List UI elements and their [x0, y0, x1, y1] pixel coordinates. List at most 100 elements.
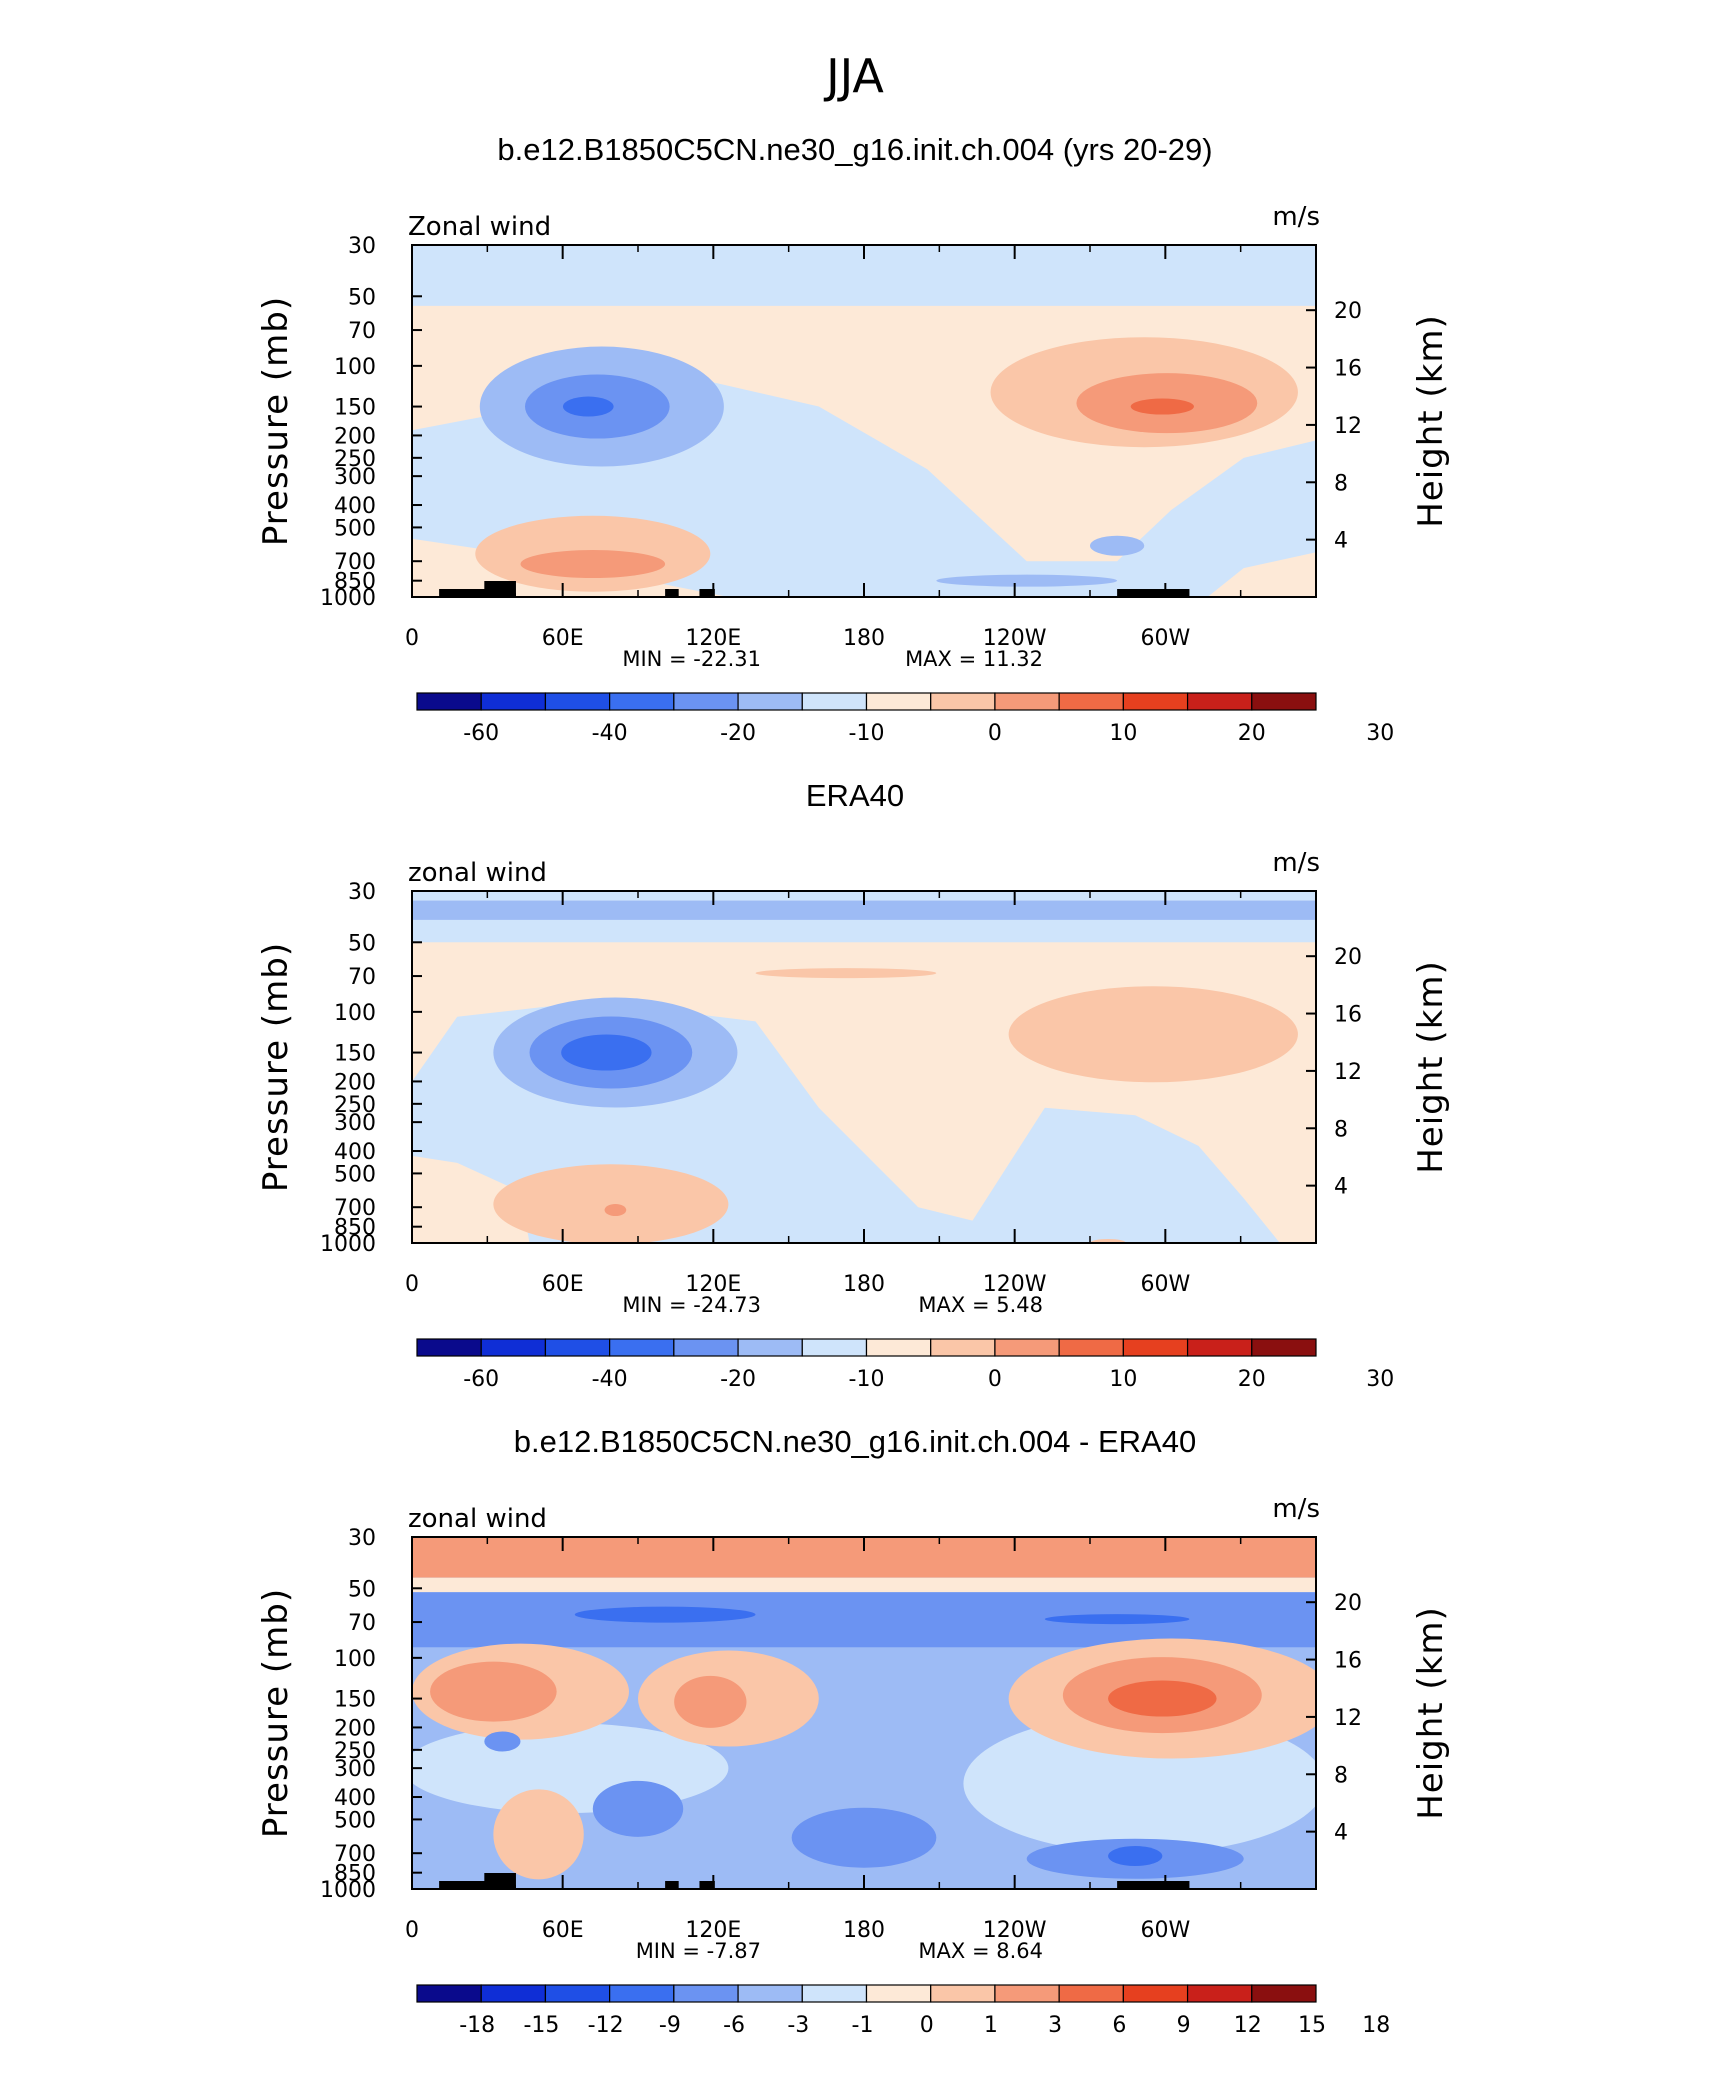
y-tick-label: 250 [334, 1093, 376, 1118]
colorbar-label: -1 [852, 2013, 874, 2038]
y2-tick-label: 16 [1334, 1003, 1362, 1028]
y2-tick-label: 20 [1334, 1591, 1362, 1616]
contour-fill [1108, 1680, 1217, 1717]
y-tick-label: 300 [334, 1111, 376, 1136]
x-tick-label: 180 [843, 1272, 885, 1297]
units-label: m/s [1272, 848, 1320, 878]
colorbar-bin [994, 1984, 1060, 2003]
colorbar-bin [865, 1984, 932, 2003]
y-tick-label: 250 [334, 447, 376, 472]
colorbar-label: -60 [463, 1367, 499, 1392]
x-tick-label: 120E [685, 626, 741, 651]
y2-tick-label: 12 [1334, 1706, 1362, 1731]
y-tick-label: 1000 [320, 1232, 376, 1257]
y2-tick-label: 8 [1334, 1117, 1348, 1142]
y-tick-label: 50 [348, 1577, 376, 1602]
y-axis-title: Pressure (mb) [256, 296, 296, 546]
figure-title: JJA [823, 49, 884, 103]
x-tick-label: 120E [685, 1272, 741, 1297]
contour-fill [755, 968, 937, 979]
colorbar-bin [801, 692, 868, 711]
contour-fill [520, 550, 666, 579]
contour-fill [604, 1204, 627, 1217]
colorbar-bin [801, 1984, 868, 2003]
colorbar-bin [1122, 1338, 1189, 1357]
colorbar-label: 1 [984, 2013, 998, 2038]
min-label: MIN = -22.31 [622, 647, 761, 671]
colorbar-bin [1122, 1984, 1189, 2003]
colorbar-label: 3 [1048, 2013, 1062, 2038]
colorbar-label: -9 [659, 2013, 681, 2038]
max-label: MAX = 8.64 [918, 1939, 1043, 1963]
contour-fill [674, 1675, 747, 1728]
topography-mask [506, 1885, 516, 1889]
contour-fill [561, 1034, 652, 1071]
topography-mask [1117, 1881, 1190, 1889]
contour-fill [562, 396, 614, 417]
colorbar-label: -40 [592, 1367, 628, 1392]
colorbar-bin [1058, 692, 1124, 711]
contour-fill [1090, 535, 1145, 556]
colorbar: -18 -15 -12 -9 -6 -3 -1 0 1 3 6 9 12 15 18 [416, 1984, 1390, 2038]
x-tick-label: 60E [542, 626, 584, 651]
contour-fill [1130, 398, 1194, 415]
colorbar-bin [544, 1338, 611, 1357]
max-label: MAX = 11.32 [905, 647, 1043, 671]
colorbar-label: 0 [920, 2013, 934, 2038]
x-tick-label: 0 [405, 626, 419, 651]
contour-fill [936, 574, 1118, 587]
colorbar-bin [609, 1984, 675, 2003]
contour-field [412, 245, 1316, 597]
colorbar-bin [673, 692, 739, 711]
colorbar-bin [1186, 692, 1253, 711]
colorbar-label: -18 [459, 2013, 495, 2038]
y-axis-title: Pressure (mb) [256, 942, 296, 1192]
y-tick-label: 100 [334, 1001, 376, 1026]
colorbar-label: 20 [1238, 1367, 1266, 1392]
y-tick-label: 500 [334, 1162, 376, 1187]
y-tick-label: 100 [334, 1647, 376, 1672]
colorbar-bin [673, 1984, 739, 2003]
variable-label: Zonal wind [408, 212, 551, 242]
contour-fill [1044, 1614, 1190, 1625]
y-tick-label: 30 [348, 1526, 376, 1551]
contour-fill [412, 1577, 1316, 1593]
y2-tick-label: 4 [1334, 529, 1348, 554]
colorbar-bin [737, 1984, 803, 2003]
colorbar-bin [930, 1338, 996, 1357]
x-tick-label: 60E [542, 1918, 584, 1943]
colorbar-label: -20 [720, 1367, 756, 1392]
y2-tick-label: 8 [1334, 1763, 1348, 1788]
x-tick-label: 120W [983, 1918, 1047, 1943]
y-tick-label: 300 [334, 465, 376, 490]
colorbar-label: 30 [1366, 1367, 1394, 1392]
colorbar-bin [480, 1984, 547, 2003]
topography-mask [439, 589, 494, 597]
colorbar-bin [1122, 692, 1189, 711]
contour-fill [430, 1661, 557, 1722]
contour-fill [493, 1164, 729, 1243]
y-tick-label: 250 [334, 1739, 376, 1764]
y-tick-label: 30 [348, 880, 376, 905]
topography-mask [1117, 589, 1190, 597]
colorbar-label: -60 [463, 721, 499, 746]
contour-fill [592, 1780, 684, 1837]
colorbar-bin [416, 1338, 482, 1357]
y2-axis-title: Height (km) [1411, 960, 1451, 1174]
y-tick-label: 150 [334, 396, 376, 421]
y-tick-label: 200 [334, 1070, 376, 1095]
colorbar-bin [416, 692, 482, 711]
colorbar-bin [544, 692, 611, 711]
y2-axis-title: Height (km) [1411, 314, 1451, 528]
colorbar-bin [801, 1338, 868, 1357]
colorbar-bin [480, 1338, 547, 1357]
topography-mask [506, 593, 516, 597]
contour-fill [412, 900, 1316, 920]
x-tick-label: 60W [1140, 1272, 1190, 1297]
y-tick-label: 70 [348, 965, 376, 990]
y2-tick-label: 12 [1334, 1060, 1362, 1085]
colorbar-bin [609, 692, 675, 711]
colorbar-bin [865, 692, 932, 711]
y2-axis-title: Height (km) [1411, 1606, 1451, 1820]
variable-label: zonal wind [408, 1504, 547, 1534]
